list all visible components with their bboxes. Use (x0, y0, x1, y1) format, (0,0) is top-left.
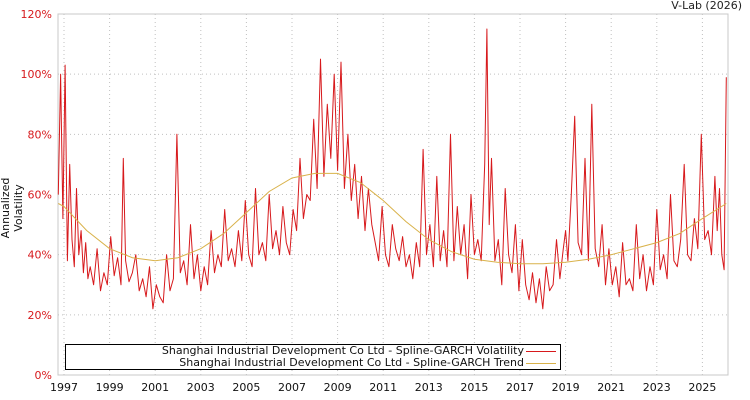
legend-label-trend: Shanghai Industrial Development Co Ltd -… (179, 356, 524, 369)
x-tick-label: 2011 (369, 381, 397, 394)
plot-frame (57, 13, 729, 376)
x-tick-label: 1999 (96, 381, 124, 394)
legend-item-trend: Shanghai Industrial Development Co Ltd -… (179, 356, 556, 369)
x-tick-label: 2019 (552, 381, 580, 394)
x-tick-label: 2021 (597, 381, 625, 394)
y-tick-label: 0% (35, 369, 52, 382)
y-axis-ticks: 0% 20% 40% 60% 80% 100% 120% (21, 8, 52, 382)
legend-swatch-trend (526, 363, 556, 364)
grid-lines (58, 14, 728, 375)
y-tick-label: 120% (21, 8, 52, 21)
x-tick-label: 2005 (232, 381, 260, 394)
x-tick-label: 2013 (415, 381, 443, 394)
x-axis-ticks: 1997 1999 2001 2003 2005 2007 2009 2011 2013 2015… (50, 381, 716, 394)
x-tick-label: 2007 (278, 381, 306, 394)
legend-swatch-volatility (526, 351, 556, 352)
x-tick-label: 2017 (506, 381, 534, 394)
x-tick-label: 1997 (50, 381, 78, 394)
x-tick-label: 2023 (643, 381, 671, 394)
chart-legend: Shanghai Industrial Development Co Ltd -… (65, 344, 561, 370)
legend-item-volatility: Shanghai Industrial Development Co Ltd -… (161, 344, 556, 357)
y-tick-label: 80% (28, 128, 52, 141)
y-tick-label: 20% (28, 309, 52, 322)
y-tick-label: 40% (28, 249, 52, 262)
x-tick-label: 2003 (187, 381, 215, 394)
legend-label-volatility: Shanghai Industrial Development Co Ltd -… (161, 344, 524, 357)
y-tick-label: 60% (28, 189, 52, 202)
volatility-series-line (57, 28, 727, 310)
y-tick-label: 100% (21, 68, 52, 81)
trend-series-line (58, 172, 727, 265)
x-tick-label: 2009 (324, 381, 352, 394)
source-credit: V-Lab (2026) (671, 0, 742, 12)
x-tick-label: 2025 (688, 381, 716, 394)
x-tick-label: 2001 (141, 381, 169, 394)
x-tick-label: 2015 (460, 381, 488, 394)
